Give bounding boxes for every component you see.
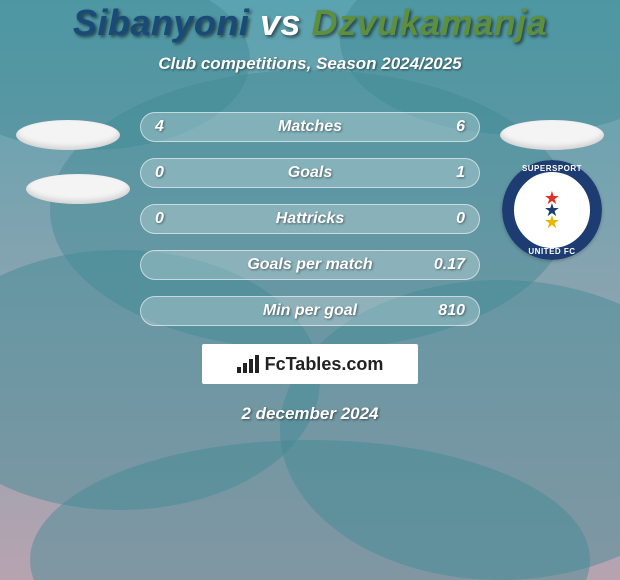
- title-player1: Sibanyoni: [73, 2, 250, 43]
- stat-right-value: 0: [456, 210, 465, 228]
- stat-row: 0Goals1: [140, 158, 480, 188]
- left-team-ellipse-1: [16, 120, 120, 150]
- right-team-ellipse: [500, 120, 604, 150]
- right-team-badges: SUPERSPORT ★★★ UNITED FC: [492, 120, 612, 260]
- date-line: 2 december 2024: [0, 404, 620, 424]
- club-crest-supersport: SUPERSPORT ★★★ UNITED FC: [502, 160, 602, 260]
- title-player2: Dzvukamanja: [312, 2, 548, 43]
- brand-badge[interactable]: FcTables.com: [202, 344, 418, 384]
- stat-left-value: 0: [155, 210, 164, 228]
- stat-row: Goals per match0.17: [140, 250, 480, 280]
- stat-row: 0Hattricks0: [140, 204, 480, 234]
- stat-label: Goals: [141, 164, 479, 182]
- stat-right-value: 1: [456, 164, 465, 182]
- stat-row: Min per goal810: [140, 296, 480, 326]
- stat-right-value: 0.17: [434, 256, 465, 274]
- stat-label: Matches: [141, 118, 479, 136]
- stat-right-value: 810: [438, 302, 465, 320]
- left-team-badges: [8, 120, 128, 204]
- crest-bottom-text: UNITED FC: [528, 247, 575, 256]
- crest-top-text: SUPERSPORT: [522, 164, 582, 173]
- stat-label: Goals per match: [141, 256, 479, 274]
- stat-left-value: 4: [155, 118, 164, 136]
- bar-chart-icon: [237, 355, 259, 373]
- stat-label: Min per goal: [141, 302, 479, 320]
- left-team-ellipse-2: [26, 174, 130, 204]
- brand-text: FcTables.com: [265, 354, 384, 375]
- page-title: Sibanyoni vs Dzvukamanja: [0, 2, 620, 44]
- stat-right-value: 6: [456, 118, 465, 136]
- stat-label: Hattricks: [141, 210, 479, 228]
- subtitle: Club competitions, Season 2024/2025: [0, 54, 620, 74]
- crest-ring: [502, 160, 602, 260]
- stat-left-value: 0: [155, 164, 164, 182]
- title-vs: vs: [260, 2, 301, 43]
- stat-row: 4Matches6: [140, 112, 480, 142]
